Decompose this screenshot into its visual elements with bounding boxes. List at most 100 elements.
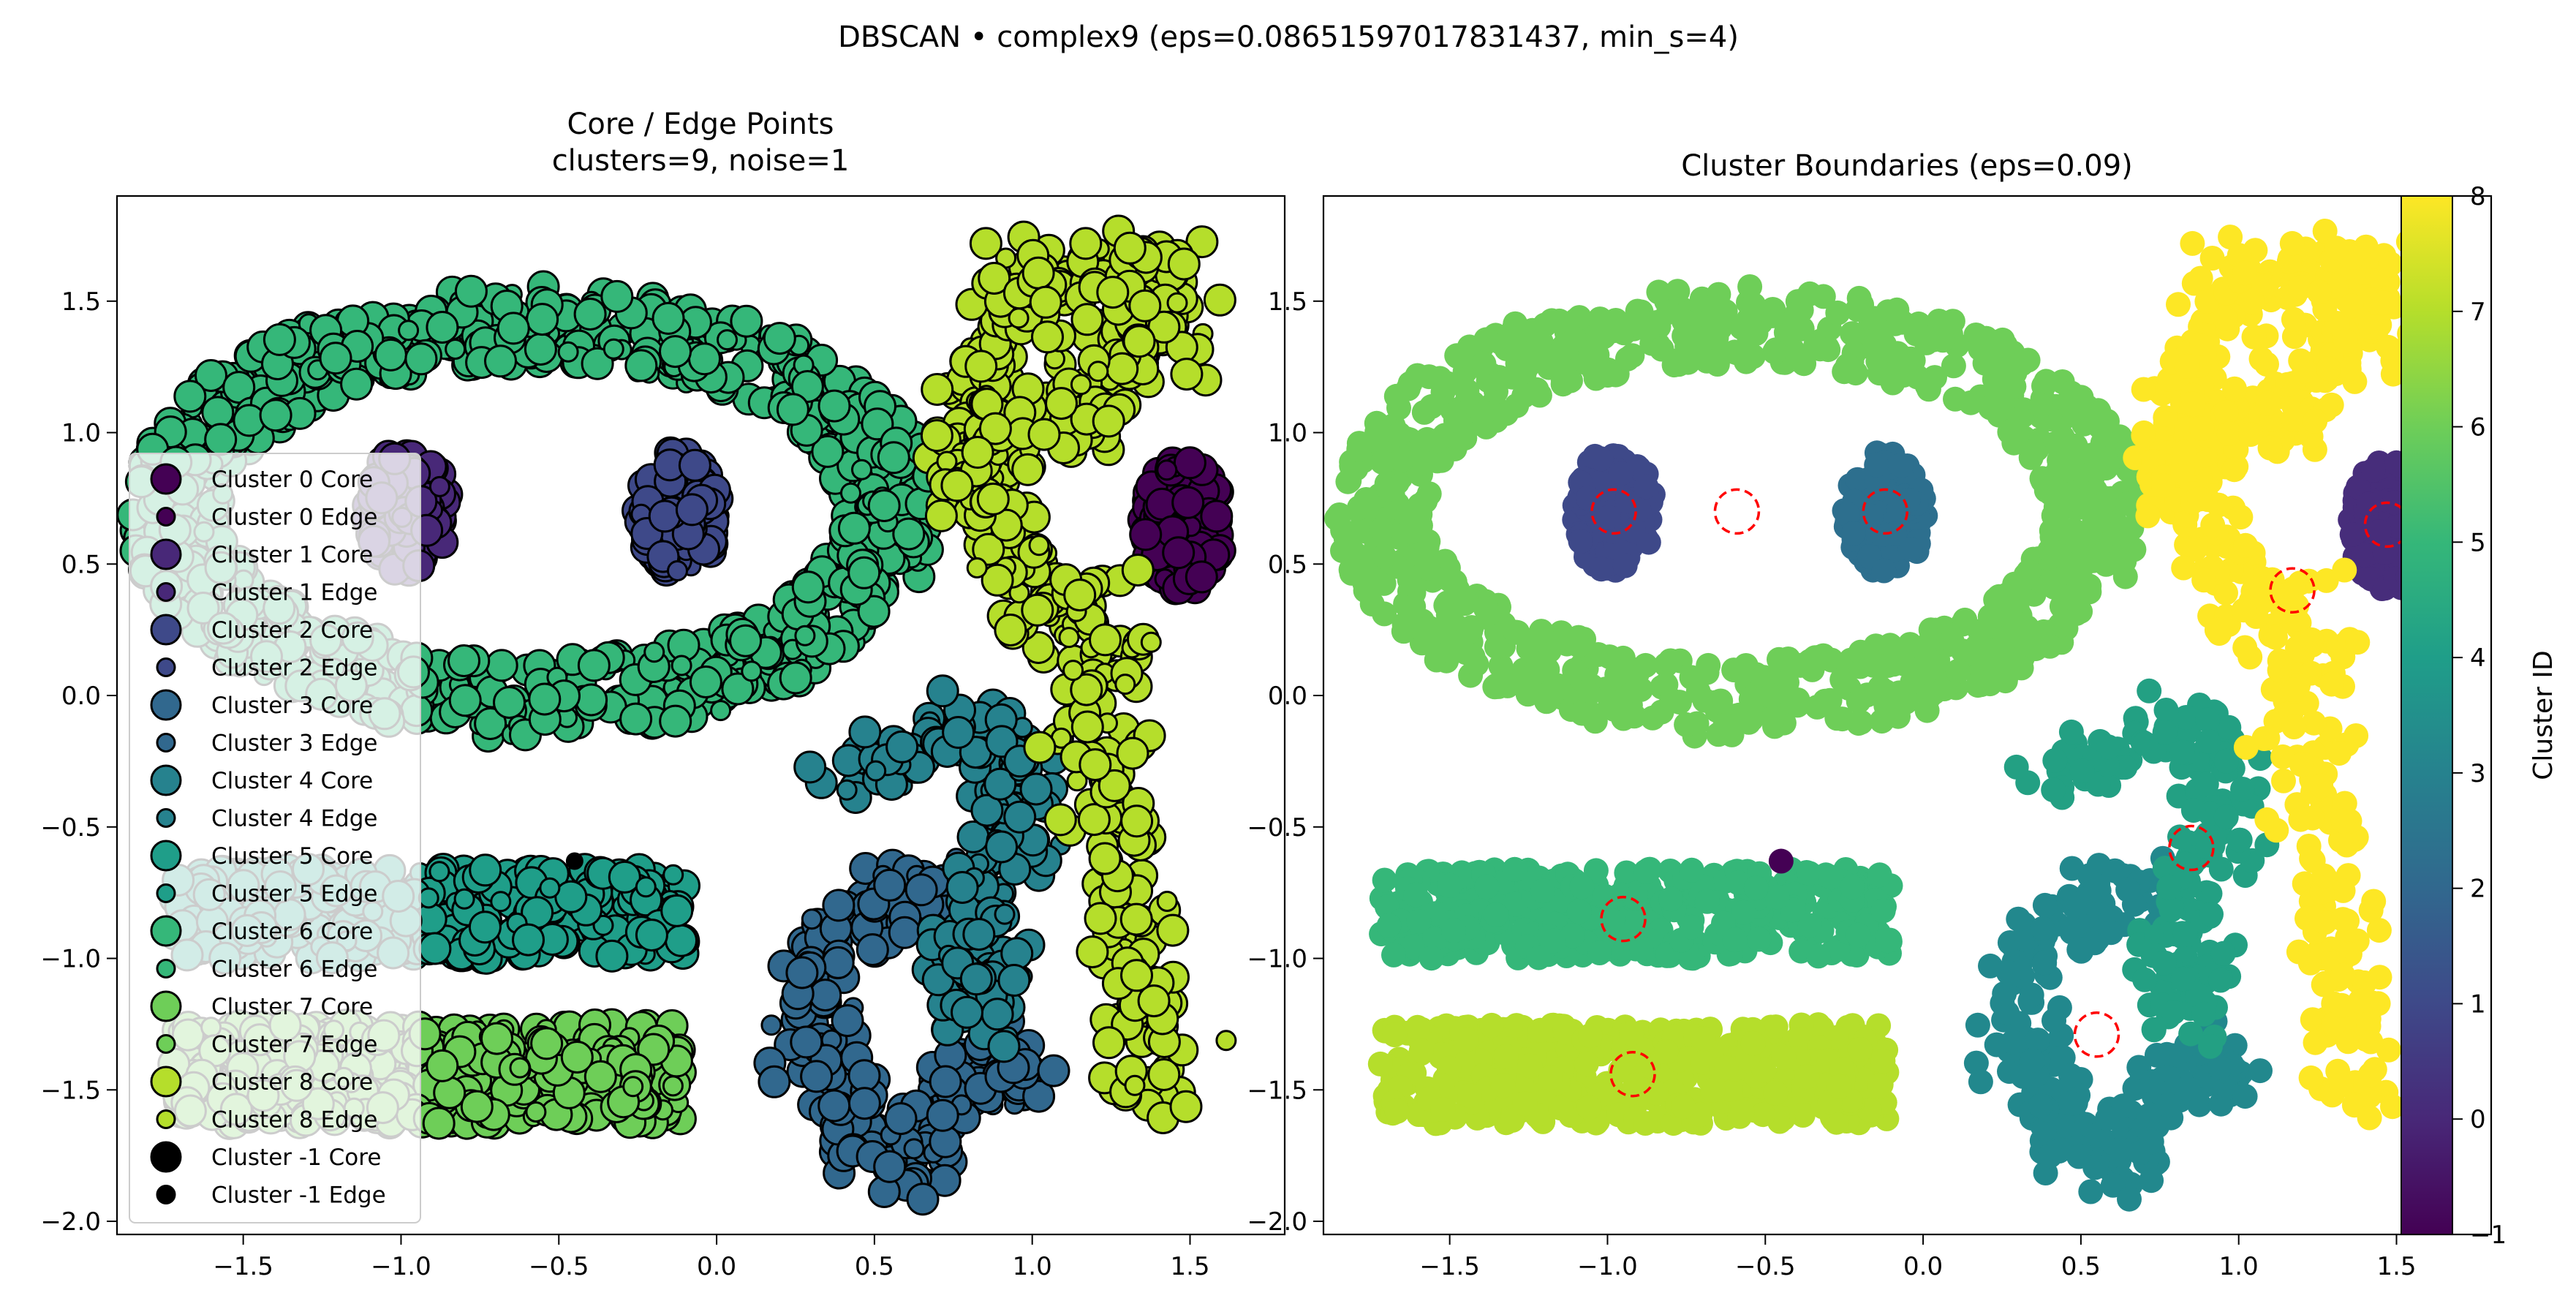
right-cluster-point [2175, 1076, 2199, 1101]
left-cluster-point [1027, 418, 1061, 451]
right-cluster-point [1400, 934, 1425, 959]
left-xtick-label: 1.5 [1170, 1252, 1209, 1281]
right-cluster-point [2339, 521, 2365, 547]
left-cluster-point [426, 1049, 459, 1082]
right-cluster-point [2178, 1021, 2204, 1047]
right-cluster-point [1422, 927, 1448, 952]
right-cluster-point [1419, 946, 1444, 971]
right-cluster-point [1797, 913, 1822, 938]
left-cluster-point [1156, 891, 1178, 912]
legend-label: Cluster 4 Edge [211, 806, 377, 832]
left-cluster-point [490, 891, 512, 913]
left-cluster-point [1076, 935, 1109, 969]
legend-label: Cluster -1 Edge [211, 1183, 386, 1209]
left-cluster-point [418, 887, 439, 909]
right-cluster-point [2078, 1179, 2104, 1204]
left-cluster-point [1021, 256, 1055, 290]
right-cluster-point [1889, 453, 1914, 478]
right-cluster-point [2153, 698, 2179, 723]
left-cluster-point [1166, 292, 1188, 314]
left-cluster-point [867, 489, 901, 522]
left-cluster-point [603, 338, 624, 360]
right-cluster-point [2207, 968, 2233, 993]
right-cluster-point [1526, 945, 1552, 970]
left-cluster-point [921, 373, 954, 406]
right-cluster-point [2047, 1139, 2072, 1164]
right-cluster-point [1502, 856, 1527, 882]
left-x-axis: −1.5 −1.0 −0.5 0.0 0.5 1.0 1.5 [213, 1234, 1210, 1281]
right-cluster-point [1381, 942, 1406, 968]
left-cluster-point [1045, 387, 1078, 421]
left-cluster-point [608, 860, 641, 894]
right-cluster-point [2366, 519, 2392, 544]
right-cluster-point [1846, 922, 1871, 948]
left-cluster-point [1121, 554, 1155, 587]
left-cluster-point [972, 532, 1005, 566]
legend-label: Cluster 4 Core [211, 768, 373, 794]
left-cluster-point [969, 227, 1002, 260]
legend-box [129, 453, 421, 1223]
left-cluster-point [760, 1014, 782, 1036]
right-cluster-point [1845, 467, 1870, 492]
right-cluster-point [2156, 875, 2182, 900]
left-cluster-point [1098, 769, 1131, 802]
right-cluster-point [2195, 707, 2221, 733]
right-cluster-point [2083, 1154, 2109, 1180]
left-cluster-point [1089, 623, 1122, 657]
right-cluster-point [2158, 897, 2184, 923]
left-cluster-point [848, 715, 882, 749]
left-cluster-point [418, 932, 452, 965]
right-cluster-point [2139, 1069, 2165, 1094]
left-cluster-point [840, 482, 861, 504]
right-cluster-point [1530, 878, 1555, 904]
right-cluster-point [2196, 728, 2221, 754]
right-cluster-point [1592, 883, 1617, 909]
right-cluster-4-points [2003, 678, 2280, 1059]
left-cluster-point [904, 873, 938, 907]
left-xtick-label: 0.0 [697, 1252, 736, 1281]
right-cluster-point [1595, 505, 1621, 530]
left-xtick-label: 0.5 [855, 1252, 894, 1281]
left-cluster-point [1021, 631, 1055, 664]
left-ytick-label: 1.5 [61, 287, 101, 317]
right-cluster-point [1995, 960, 2021, 985]
left-cluster-point [831, 1004, 864, 1038]
left-cluster-point [978, 262, 1011, 295]
right-cluster-point [2132, 967, 2158, 992]
left-cluster-point [485, 649, 518, 682]
figure-suptitle: DBSCAN • complex9 (eps=0.086515970178314… [838, 20, 1739, 54]
left-cluster-point [1137, 984, 1171, 1018]
right-cluster-point [1568, 529, 1593, 554]
right-cluster-point [1527, 382, 1552, 408]
legend-marker-3-edge [156, 733, 176, 753]
left-ytick-label: −1.5 [40, 1076, 101, 1105]
right-cluster-point [1587, 940, 1612, 965]
left-cluster-point [730, 304, 763, 338]
left-cluster-point [577, 649, 611, 682]
right-cluster-point [1623, 885, 1648, 910]
left-cluster-point [981, 563, 1014, 597]
right-cluster-point [2069, 758, 2095, 784]
left-cluster-point [493, 686, 526, 719]
right-cluster-point [2141, 1017, 2167, 1043]
right-cluster-point [2139, 1129, 2164, 1155]
right-cluster-3-points [1963, 845, 2273, 1212]
right-cluster-point [1576, 681, 1601, 706]
left-cluster-point [1069, 227, 1103, 260]
right-cluster-point [2226, 827, 2252, 853]
left-cluster-point [758, 1065, 791, 1098]
left-cluster-point [1147, 310, 1181, 344]
left-cluster-point [659, 704, 692, 738]
left-cluster-point [729, 624, 763, 657]
left-cluster-point [801, 908, 823, 930]
left-cluster-point [1170, 358, 1204, 391]
right-cluster-point [1628, 936, 1654, 961]
right-cluster-point [2006, 906, 2031, 932]
right-cluster-point [1441, 918, 1466, 943]
left-cluster-point [1124, 1074, 1146, 1096]
left-cluster-point [717, 329, 738, 351]
right-cluster-point [1679, 857, 1704, 883]
legend-label: Cluster -1 Core [211, 1144, 381, 1171]
left-cluster-point [233, 404, 266, 437]
